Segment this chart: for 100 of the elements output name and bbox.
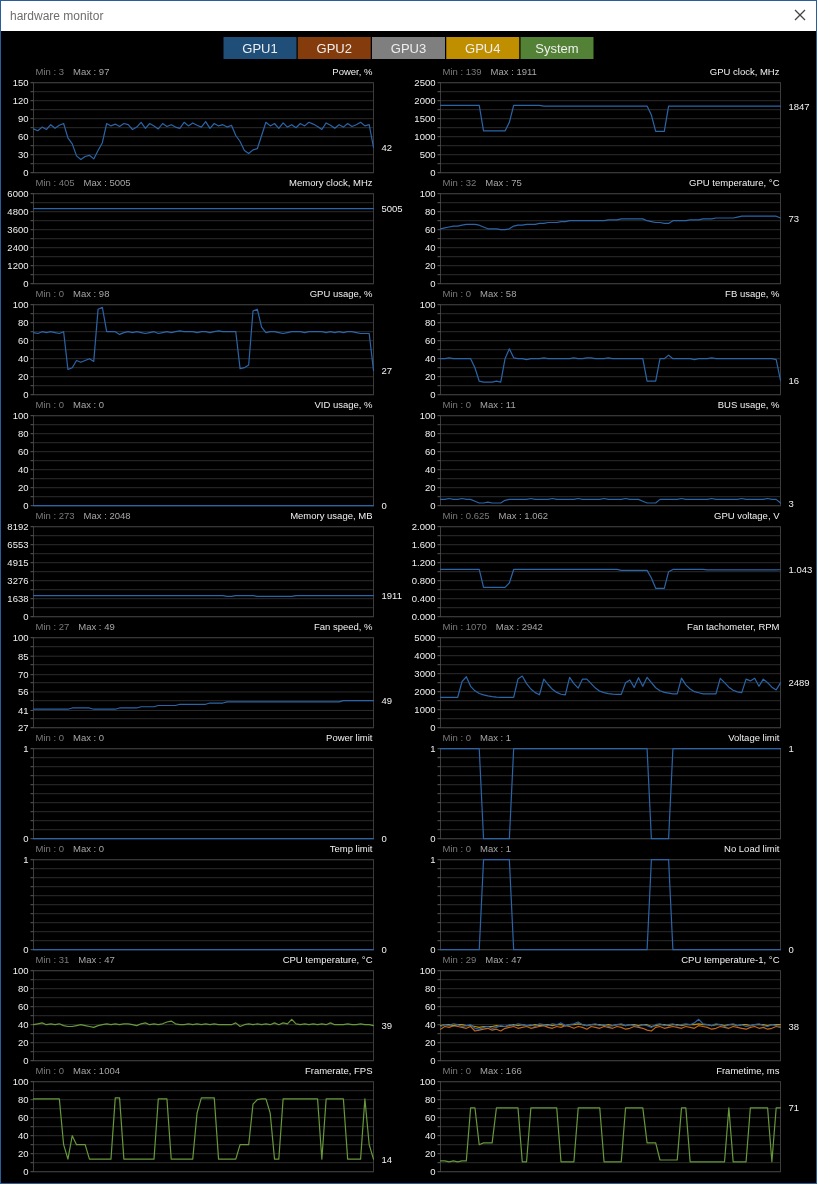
y-tick-label: 40 bbox=[424, 242, 436, 254]
text: Max : 2942 bbox=[495, 621, 543, 633]
chart-title: GPU usage, % bbox=[309, 288, 374, 300]
y-tick-label: 2400 bbox=[7, 242, 29, 254]
text: Min : 29 bbox=[442, 954, 477, 966]
y-tick-label: 20 bbox=[424, 482, 436, 494]
text: Min : 0 bbox=[442, 732, 472, 744]
text: Min : 3 bbox=[35, 66, 65, 78]
text: Min : 0 bbox=[35, 732, 65, 744]
y-tick-label: 0.400 bbox=[411, 593, 436, 605]
y-tick-label: 0 bbox=[430, 500, 436, 512]
text: Max : 47 bbox=[485, 954, 522, 966]
y-tick-label: 0 bbox=[23, 944, 29, 956]
line-series bbox=[439, 1107, 782, 1163]
data-label: 73 bbox=[788, 212, 800, 224]
y-tick-label: 100 bbox=[12, 965, 29, 977]
y-tick-label: 1000 bbox=[414, 704, 436, 716]
y-tick-label: 20 bbox=[424, 1148, 436, 1160]
y-tick-label: 100 bbox=[419, 299, 436, 311]
y-tick-label: 0 bbox=[23, 611, 29, 623]
y-tick-label: 100 bbox=[12, 1076, 29, 1088]
chart-title: GPU voltage, V bbox=[714, 510, 781, 522]
text: Max : 1 bbox=[480, 732, 512, 744]
chart-title: Power limit bbox=[326, 732, 373, 744]
data-label: 39 bbox=[381, 1020, 393, 1032]
y-tick-label: 0 bbox=[430, 833, 436, 845]
text: Min : 0 bbox=[35, 1065, 65, 1077]
text: Max : 75 bbox=[485, 177, 522, 189]
y-tick-label: 90 bbox=[17, 113, 29, 125]
y-tick-label: 56 bbox=[17, 686, 29, 698]
y-tick-label: 0 bbox=[23, 1166, 29, 1178]
y-tick-label: 20 bbox=[424, 1037, 436, 1049]
chart-title: GPU temperature, °C bbox=[689, 177, 780, 189]
data-label: 1.043 bbox=[788, 564, 813, 576]
data-label: 0 bbox=[788, 944, 794, 956]
y-tick-label: 100 bbox=[12, 410, 29, 422]
y-tick-label: 60 bbox=[424, 1112, 436, 1124]
text: Max : 1 bbox=[480, 843, 512, 855]
y-tick-label: 0 bbox=[430, 944, 436, 956]
y-tick-label: 1 bbox=[23, 743, 29, 755]
data-label: 1847 bbox=[788, 100, 810, 112]
chart-title: CPU temperature, °C bbox=[282, 954, 373, 966]
chart-title: Frametime, ms bbox=[716, 1065, 780, 1077]
data-label: 42 bbox=[381, 142, 393, 153]
chart-title: No Load limit bbox=[724, 843, 780, 855]
text: Min : 0 bbox=[442, 843, 472, 855]
chart-title: Framerate, FPS bbox=[304, 1065, 373, 1077]
text: Min : 0 bbox=[35, 288, 65, 300]
y-tick-label: 1200 bbox=[7, 260, 29, 272]
y-tick-label: 40 bbox=[424, 1019, 436, 1031]
y-tick-label: 120 bbox=[12, 95, 29, 107]
y-tick-label: 60 bbox=[17, 131, 29, 143]
text: Max : 11 bbox=[480, 399, 516, 411]
y-tick-label: 27 bbox=[17, 722, 29, 734]
y-tick-label: 40 bbox=[17, 353, 29, 365]
category-label: GPU4 bbox=[465, 41, 501, 56]
chart-title: CPU temperature-1, °C bbox=[681, 954, 780, 966]
y-tick-label: 0 bbox=[23, 1055, 29, 1067]
y-tick-label: 20 bbox=[424, 260, 436, 272]
y-tick-label: 80 bbox=[424, 983, 436, 995]
category-label: GPU1 bbox=[242, 41, 278, 56]
text: Max : 5005 bbox=[83, 177, 131, 189]
text: Max : 0 bbox=[73, 732, 105, 744]
y-tick-label: 60 bbox=[424, 335, 436, 347]
chart-title: Voltage limit bbox=[728, 732, 780, 744]
y-tick-label: 70 bbox=[17, 669, 29, 681]
data-label: 38 bbox=[788, 1021, 800, 1032]
y-tick-label: 0 bbox=[23, 500, 29, 512]
y-tick-label: 100 bbox=[12, 299, 29, 311]
y-tick-label: 150 bbox=[12, 77, 29, 89]
text: Min : 273 bbox=[35, 510, 75, 522]
text: Min : 0 bbox=[442, 399, 472, 411]
y-tick-label: 500 bbox=[419, 149, 436, 161]
line-series bbox=[439, 1018, 782, 1030]
y-tick-label: 1 bbox=[430, 854, 436, 866]
data-label: 5005 bbox=[381, 203, 403, 215]
y-tick-label: 100 bbox=[419, 1076, 436, 1088]
text: Max : 97 bbox=[73, 66, 110, 78]
y-tick-label: 0.000 bbox=[411, 611, 436, 623]
y-tick-label: 2000 bbox=[414, 95, 436, 107]
y-tick-label: 60 bbox=[17, 1112, 29, 1124]
y-tick-label: 100 bbox=[419, 410, 436, 422]
chart-title: Memory clock, MHz bbox=[289, 177, 373, 189]
chart-title: VID usage, % bbox=[314, 399, 374, 411]
text: Min : 31 bbox=[35, 954, 70, 966]
text: Max : 0 bbox=[73, 399, 105, 411]
y-tick-label: 20 bbox=[424, 371, 436, 383]
y-tick-label: 1638 bbox=[7, 593, 29, 605]
data-label: 71 bbox=[788, 1102, 800, 1114]
y-tick-label: 0 bbox=[430, 278, 436, 290]
y-tick-label: 60 bbox=[17, 335, 29, 347]
chart-title: Fan tachometer, RPM bbox=[687, 621, 780, 633]
text: Min : 0 bbox=[442, 1065, 472, 1077]
y-tick-label: 80 bbox=[17, 1094, 29, 1106]
y-tick-label: 20 bbox=[17, 1037, 29, 1049]
text: Min : 0 bbox=[442, 288, 472, 300]
y-tick-label: 6000 bbox=[7, 188, 29, 200]
line-series bbox=[439, 568, 782, 589]
line-series bbox=[439, 675, 782, 698]
data-label: 0 bbox=[381, 500, 387, 512]
